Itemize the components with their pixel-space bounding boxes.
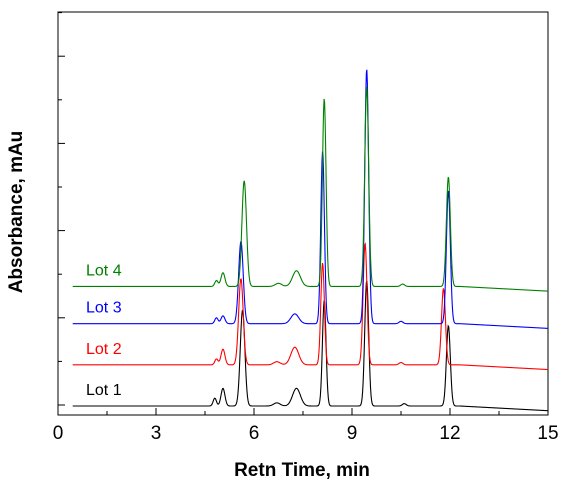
x-tick-label: 3 [151, 423, 162, 444]
x-tick-label: 9 [347, 423, 358, 444]
y-axis-ticks [58, 12, 65, 406]
lot-labels-group: Lot 1 Lot 2 Lot 3 Lot 4 [86, 262, 122, 399]
y-axis-title: Absorbance, mAu [6, 131, 27, 294]
series-line-lot-1 [72, 280, 549, 412]
x-tick-label: 12 [439, 423, 460, 444]
plot-frame [57, 11, 549, 416]
series-label-lot-1: Lot 1 [86, 382, 122, 399]
plot-area [57, 11, 549, 416]
series-label-lot-4: Lot 4 [86, 262, 122, 279]
series-label-lot-2: Lot 2 [86, 341, 122, 358]
x-axis-title: Retn Time, min [234, 460, 370, 481]
series-label-lot-3: Lot 3 [86, 300, 122, 317]
x-axis-ticks: 0 3 6 9 12 15 [53, 408, 559, 444]
x-tick-label: 15 [537, 423, 558, 444]
x-tick-label: 6 [249, 423, 260, 444]
traces-group [72, 69, 549, 412]
series-line-lot-2 [72, 242, 549, 371]
series-line-lot-4 [72, 87, 549, 292]
series-line-lot-3 [72, 69, 549, 329]
x-tick-label: 0 [53, 423, 64, 444]
